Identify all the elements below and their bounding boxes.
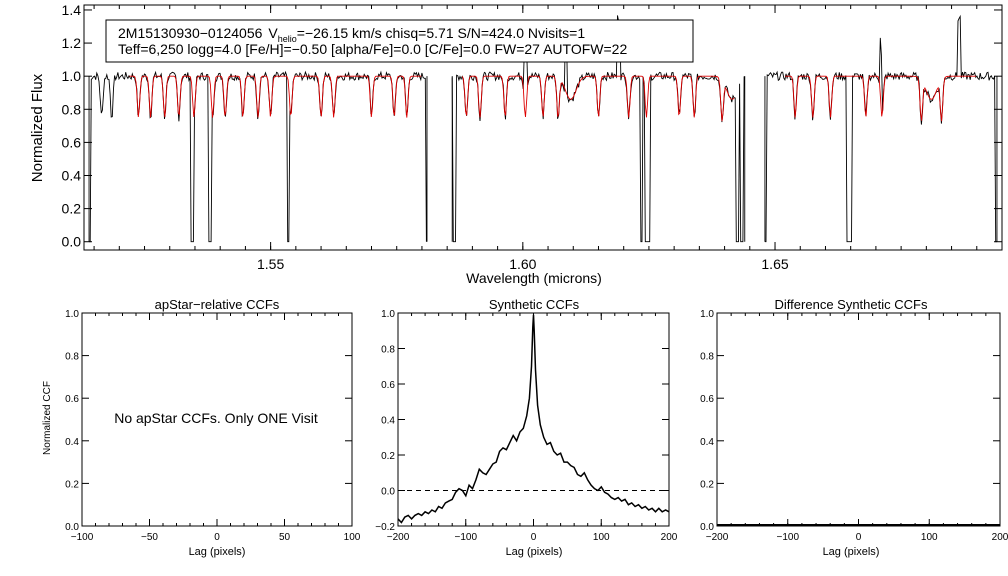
x-tick-label: −200 xyxy=(706,532,729,543)
apstar-ccf-panel: apStar−relative CCFs Normalized CCF Lag … xyxy=(42,297,361,558)
panel3-frame xyxy=(716,312,1001,527)
spectrum-y-tick-label: 0.6 xyxy=(62,134,82,150)
spectrum-y-tick-label: 1.2 xyxy=(62,35,82,51)
spectrum-y-tick-label: 0.8 xyxy=(62,101,82,117)
spectrum-y-tick-label: 1.0 xyxy=(62,68,82,84)
x-tick-label: 200 xyxy=(992,532,1008,543)
y-tick-label: 0.8 xyxy=(700,352,714,363)
no-ccf-message: No apStar CCFs. Only ONE Visit xyxy=(114,410,318,426)
x-tick-label: 0 xyxy=(531,532,537,543)
x-tick-label: −100 xyxy=(776,532,799,543)
x-tick-label: −50 xyxy=(141,532,158,543)
spectrum-x-ticks: 1.55 1.60 1.65 xyxy=(93,5,1003,272)
y-tick-label: 1.0 xyxy=(700,309,714,320)
y-tick-label: 0.0 xyxy=(65,522,79,533)
panel3-title: Difference Synthetic CCFs xyxy=(775,297,928,312)
panel2-title: Synthetic CCFs xyxy=(489,297,580,312)
y-tick-label: 0.6 xyxy=(65,394,79,405)
spectrum-panel: 0.0 0.2 0.4 0.6 0.8 1.0 1.2 1.4 1.55 1.60 1.65 No… xyxy=(29,2,1003,286)
x-tick-label: 200 xyxy=(661,532,678,543)
spectrum-x-tick-label: 1.60 xyxy=(509,256,536,272)
info-v: V xyxy=(268,25,278,41)
panel2-frame xyxy=(397,312,670,527)
x-tick-label: 100 xyxy=(593,532,610,543)
spectrum-x-label: Wavelength (microns) xyxy=(466,270,602,286)
x-tick-label: 100 xyxy=(344,532,361,543)
x-tick-label: −100 xyxy=(71,532,94,543)
y-tick-label: 1.0 xyxy=(65,309,79,320)
panel1-ticks: −100 −50 0 50 100 0.0 0.2 0.4 0.6 0.8 1.0 xyxy=(65,309,361,543)
y-tick-label: 0.4 xyxy=(65,437,79,448)
spectrum-x-tick-label: 1.55 xyxy=(257,256,284,272)
spectrum-y-label: Normalized Flux xyxy=(29,73,46,182)
spectrum-y-tick-label: 0.0 xyxy=(62,234,82,250)
y-tick-label: 1.0 xyxy=(381,309,395,320)
x-tick-label: 0 xyxy=(856,532,862,543)
panel3-x-label: Lag (pixels) xyxy=(823,546,880,558)
y-tick-label: −0.2 xyxy=(375,522,395,533)
x-tick-label: 100 xyxy=(921,532,938,543)
observed-flux-line xyxy=(764,14,997,243)
y-tick-label: 0.2 xyxy=(381,451,395,462)
spectrum-x-tick-label: 1.65 xyxy=(761,256,788,272)
y-tick-label: 0.4 xyxy=(381,416,395,427)
y-tick-label: 0.4 xyxy=(700,437,714,448)
info-box xyxy=(105,19,694,63)
x-tick-label: −100 xyxy=(454,532,477,543)
y-tick-label: 0.0 xyxy=(381,487,395,498)
model-flux-line xyxy=(461,75,735,122)
panel2-ticks: −200 −100 0 100 200 −0.2 0.0 0.2 0.4 0.6 0.8 1.0 xyxy=(375,309,678,543)
info-line-1: 2M15130930−0124056 Vhelio=−26.15 km/s chi… xyxy=(118,25,585,44)
info-star: 2M15130930−0124056 xyxy=(118,25,263,41)
spectrum-y-ticks: 0.0 0.2 0.4 0.6 0.8 1.0 1.2 1.4 xyxy=(62,2,1002,250)
info-rest: =−26.15 km/s chisq=5.71 S/N=424.0 Nvisit… xyxy=(297,25,586,41)
panel2-x-label: Lag (pixels) xyxy=(506,546,563,558)
difference-ccf-panel: Difference Synthetic CCFs Lag (pixels) −… xyxy=(700,297,1008,558)
y-tick-label: 0.0 xyxy=(700,522,714,533)
panel2-lines xyxy=(397,314,670,524)
panel1-x-label: Lag (pixels) xyxy=(189,546,246,558)
synthetic-ccf-panel: Synthetic CCFs Lag (pixels) −200 −100 0 100… xyxy=(375,297,678,558)
y-tick-label: 0.8 xyxy=(381,345,395,356)
spectrum-y-tick-label: 0.4 xyxy=(62,168,82,184)
synthetic-ccf-line xyxy=(397,314,670,524)
y-tick-label: 0.8 xyxy=(65,352,79,363)
info-v-sub: helio xyxy=(278,34,297,44)
x-tick-label: 0 xyxy=(214,532,220,543)
panel1-y-label: Normalized CCF xyxy=(42,381,53,455)
y-tick-label: 0.6 xyxy=(381,380,395,391)
y-tick-label: 0.2 xyxy=(65,479,79,490)
model-flux-line xyxy=(129,75,422,118)
spectrum-frame xyxy=(83,4,1003,251)
info-line-2: Teff=6,250 logg=4.0 [Fe/H]=−0.50 [alpha/… xyxy=(118,41,627,57)
x-tick-label: 50 xyxy=(279,532,291,543)
y-tick-label: 0.6 xyxy=(700,394,714,405)
panel3-ticks: −200 −100 0 100 200 0.0 0.2 0.4 0.6 0.8 1.0 xyxy=(700,309,1008,543)
spectrum-lines xyxy=(88,14,998,243)
spectrum-y-tick-label: 0.2 xyxy=(62,201,82,217)
panel1-title: apStar−relative CCFs xyxy=(155,297,280,312)
model-flux-line xyxy=(785,75,976,122)
y-tick-label: 0.2 xyxy=(700,479,714,490)
spectrum-y-tick-label: 1.4 xyxy=(62,2,82,18)
x-tick-label: −200 xyxy=(387,532,410,543)
